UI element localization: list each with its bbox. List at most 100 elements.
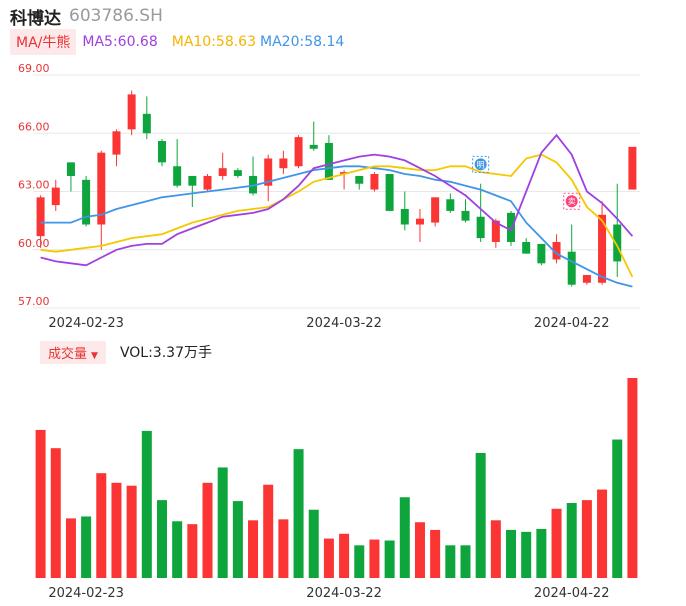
candle-body — [324, 142, 333, 180]
candle-body — [613, 224, 622, 262]
volume-bar — [384, 540, 395, 578]
candle-body — [431, 197, 440, 223]
candle-body — [537, 243, 546, 264]
volume-bar — [490, 520, 501, 578]
candle-body — [491, 220, 500, 242]
volume-bar — [414, 522, 425, 578]
volume-bar — [551, 508, 562, 578]
volume-bar — [50, 448, 61, 578]
volume-bar — [445, 545, 456, 578]
candle-body — [157, 141, 166, 163]
volume-bar — [475, 453, 486, 578]
x-tick-label: 2024-03-22 — [306, 316, 382, 331]
volume-bar — [111, 482, 122, 578]
sell-marker-dot — [565, 195, 578, 208]
volume-bar — [566, 503, 577, 578]
y-tick-label: 66.00 — [18, 120, 50, 133]
y-tick-label: 60.00 — [18, 237, 50, 250]
candle-body — [173, 166, 182, 186]
candle-body — [279, 158, 288, 169]
volume-bar — [460, 545, 471, 578]
candle-body — [522, 241, 531, 254]
ma10-line — [40, 153, 634, 278]
volume-toggle-label: 成交量 — [48, 346, 88, 362]
candle-body — [142, 113, 151, 134]
ma5-label: MA5:60.68 — [82, 34, 158, 50]
candle-body — [567, 251, 576, 285]
volume-bar — [263, 484, 274, 578]
candle-body — [127, 94, 136, 130]
candle-body — [51, 187, 60, 206]
caret-down-icon: ▼ — [91, 350, 98, 361]
candle-body — [355, 175, 364, 184]
x-tick-label: 2024-03-22 — [306, 586, 382, 601]
volume-bar — [506, 529, 517, 578]
candle-body — [340, 172, 349, 175]
candle-body — [112, 131, 121, 155]
ma10-label: MA10:58.63 — [171, 34, 257, 50]
stock-code: 603786.SH — [69, 6, 163, 26]
volume-bar — [232, 501, 243, 578]
candle-body — [476, 216, 485, 239]
volume-bar — [581, 500, 592, 578]
candle-body — [507, 212, 516, 242]
candle-body — [97, 152, 106, 225]
volume-bar — [278, 519, 289, 578]
candle-body — [218, 168, 227, 176]
candle-body — [461, 210, 470, 221]
sell-marker-text: 卖 — [568, 197, 576, 206]
volume-bar — [323, 538, 334, 578]
volume-bar — [308, 509, 319, 578]
volume-bar — [172, 521, 183, 578]
candle-body — [628, 146, 637, 190]
x-tick-label: 2024-02-23 — [48, 316, 124, 331]
signal-marker-frame — [472, 155, 490, 173]
y-tick-label: 57.00 — [18, 295, 50, 308]
stock-header: 科博达 603786.SH — [10, 4, 163, 29]
signal-marker-dot — [474, 158, 487, 171]
candle-body — [309, 144, 318, 149]
volume-bar — [430, 529, 441, 578]
volume-bar — [399, 497, 410, 578]
x-tick-label: 2024-02-23 — [48, 586, 124, 601]
candle-body — [400, 208, 409, 225]
volume-bar — [96, 473, 107, 578]
volume-bar — [354, 545, 365, 578]
candle-body — [203, 175, 212, 190]
volume-bar — [293, 449, 304, 578]
volume-toggle-button[interactable]: 成交量 ▼ — [40, 340, 106, 364]
candle-body — [82, 179, 91, 225]
ma-toggle-button[interactable]: MA/牛熊 — [10, 29, 77, 55]
candle-body — [582, 274, 591, 283]
ma20-line — [40, 165, 633, 288]
candle-body — [385, 174, 394, 211]
volume-bar — [612, 439, 623, 578]
volume-bar — [35, 429, 46, 578]
volume-legend: 成交量 ▼ VOL:3.37万手 — [40, 340, 212, 364]
volume-bar — [369, 539, 380, 578]
volume-bar — [126, 485, 137, 578]
signal-marker-text: 明 — [477, 160, 485, 169]
candle-body — [264, 158, 273, 186]
x-tick-label: 2024-04-22 — [534, 586, 610, 601]
volume-bar — [248, 520, 259, 578]
candle-body — [233, 170, 242, 176]
candle-body — [294, 137, 303, 167]
volume-bar — [536, 528, 547, 578]
volume-bar — [156, 500, 167, 578]
volume-bar — [217, 467, 228, 578]
candle-body — [598, 214, 607, 283]
volume-bar — [141, 430, 152, 578]
candle-body — [552, 241, 561, 260]
volume-bar — [339, 533, 350, 578]
candle-body — [446, 199, 455, 211]
candle-body — [415, 218, 424, 225]
ma-legend: MA/牛熊 MA5:60.68 MA10:58.63 MA20:58.14 — [10, 29, 344, 55]
candle-body — [66, 162, 75, 176]
candle-body — [188, 175, 197, 186]
y-tick-label: 69.00 — [18, 62, 50, 75]
x-tick-label: 2024-04-22 — [534, 316, 610, 331]
candle-body — [36, 197, 45, 237]
volume-bar — [81, 516, 92, 578]
